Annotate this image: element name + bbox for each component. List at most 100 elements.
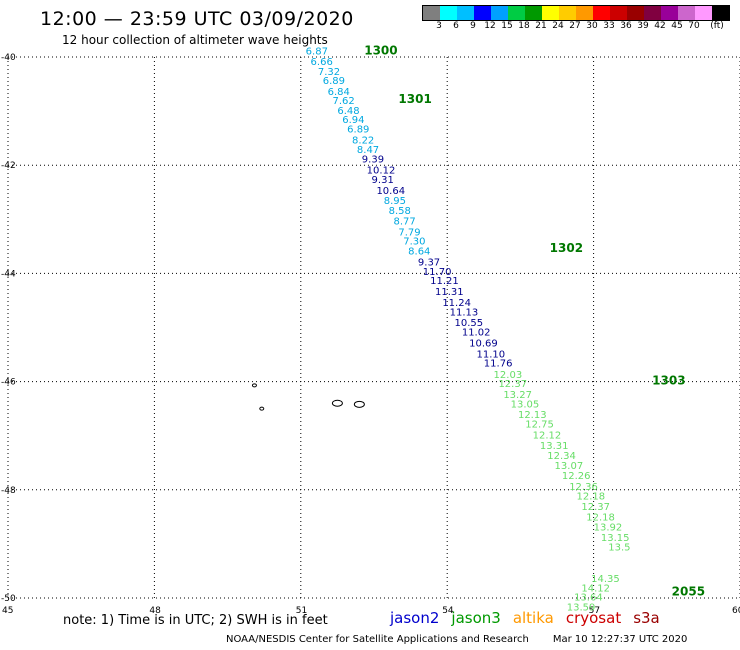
wave-height-value: 8.77	[394, 217, 416, 228]
colorbar-swatch	[661, 6, 678, 20]
wave-height-value: 8.22	[352, 136, 374, 147]
wave-height-value: 12.36	[569, 482, 598, 493]
wave-height-value: 6.89	[347, 125, 369, 136]
wave-height-value: 9.37	[418, 257, 440, 268]
wave-height-value: 13.5	[608, 542, 630, 553]
colorbar-label: 33	[603, 21, 615, 31]
wave-height-value: 6.84	[328, 87, 350, 98]
wave-height-value: 11.02	[462, 328, 491, 339]
colorbar-label: 42	[654, 21, 666, 31]
colorbar-swatch	[712, 6, 729, 20]
wave-height-value: 6.66	[311, 57, 333, 68]
wave-height-value: 10.12	[367, 165, 396, 176]
map-subtitle: 12 hour collection of altimeter wave hei…	[62, 33, 328, 47]
colorbar-label: 70	[688, 21, 700, 31]
wave-height-value: 6.48	[337, 106, 359, 117]
wave-height-value: 14.35	[591, 574, 620, 585]
colorbar-label: 21	[535, 21, 547, 31]
colorbar-label: 12	[484, 21, 496, 31]
satellite-legend: jason2 jason3 altika cryosat s3a	[390, 609, 672, 627]
wave-height-value: 12.18	[577, 492, 606, 503]
lon-tick-label: 45	[2, 606, 13, 616]
wave-height-value: 13.92	[594, 522, 623, 533]
wave-height-value: 7.30	[403, 237, 425, 248]
wave-height-value: 7.79	[398, 228, 420, 239]
legend-cryosat: cryosat	[565, 609, 622, 627]
lon-tick-label: 60	[732, 606, 740, 616]
colorbar-label: 45	[671, 21, 683, 31]
wave-height-value: 8.58	[389, 206, 411, 217]
colorbar-label: 27	[569, 21, 581, 31]
wave-height-value: 10.64	[376, 186, 405, 197]
wave-height-value: 12.37	[498, 379, 527, 390]
colorbar-swatch	[474, 6, 491, 20]
track-time-label: 1303	[652, 373, 685, 387]
colorbar	[422, 5, 730, 21]
islet-outline	[251, 383, 257, 388]
wave-height-value: 13.31	[540, 441, 569, 452]
wave-height-value: 8.47	[357, 145, 379, 156]
colorbar-swatch	[542, 6, 559, 20]
wave-height-value: 13.27	[503, 390, 532, 401]
islet-outline	[259, 406, 265, 411]
colorbar-label: 15	[501, 21, 513, 31]
track-time-label: 1301	[398, 92, 431, 106]
lon-tick-label: 51	[296, 606, 307, 616]
wave-height-value: 12.34	[547, 451, 576, 462]
wave-height-value: 11.24	[442, 298, 471, 309]
legend-jason3: jason3	[451, 609, 501, 627]
wave-height-value: 11.10	[476, 349, 505, 360]
lat-tick-label: -46	[1, 378, 16, 388]
colorbar-swatch	[457, 6, 474, 20]
colorbar-swatch	[644, 6, 661, 20]
lon-tick-label: 48	[149, 606, 161, 616]
timestamp: Mar 10 12:27:37 UTC 2020	[552, 634, 688, 645]
wave-height-value: 13.64	[574, 593, 603, 604]
wave-height-value: 13.05	[511, 400, 540, 411]
colorbar-swatch	[627, 6, 644, 20]
wave-height-value: 8.64	[408, 246, 430, 257]
colorbar-swatch	[491, 6, 508, 20]
wave-height-value: 11.13	[450, 308, 479, 319]
colorbar-label: 6	[453, 21, 459, 31]
footnote: note: 1) Time is in UTC; 2) SWH is in fe…	[63, 613, 328, 628]
wave-height-value: 11.31	[435, 287, 464, 298]
colorbar-label: 30	[586, 21, 598, 31]
wave-height-value: 12.18	[586, 513, 615, 524]
colorbar-label: 9	[470, 21, 476, 31]
colorbar-swatch	[440, 6, 457, 20]
colorbar-label: (ft)	[710, 21, 724, 31]
colorbar-swatch	[695, 6, 712, 20]
colorbar-label: 36	[620, 21, 632, 31]
track-time-label: 2055	[672, 584, 705, 598]
wave-height-value: 9.31	[372, 175, 394, 186]
wave-height-value: 6.94	[342, 115, 364, 126]
legend-altika: altika	[512, 609, 554, 627]
colorbar-label: 24	[552, 21, 564, 31]
wave-height-value: 12.26	[562, 471, 591, 482]
lat-tick-label: -40	[1, 53, 16, 63]
colorbar-swatch	[593, 6, 610, 20]
credit-text: NOAA/NESDIS Center for Satellite Applica…	[226, 634, 529, 645]
colorbar-swatch	[423, 6, 440, 20]
colorbar-swatch	[525, 6, 542, 20]
wave-height-value: 13.07	[555, 461, 584, 472]
wave-height-value: 9.39	[362, 154, 384, 165]
wave-height-value: 7.32	[318, 67, 340, 78]
wave-height-value: 8.95	[384, 196, 406, 207]
wave-height-value: 12.03	[494, 370, 523, 381]
island-outline	[353, 400, 365, 408]
wave-height-value: 6.89	[323, 76, 345, 87]
lon-tick-label: 54	[442, 606, 454, 616]
wave-height-value: 10.55	[455, 318, 484, 329]
colorbar-label: 18	[518, 21, 530, 31]
track-time-label: 1300	[364, 43, 397, 57]
lat-tick-label: -48	[1, 486, 16, 496]
wave-height-value: 14.12	[581, 584, 610, 595]
legend-jason2: jason2	[390, 609, 440, 627]
wave-height-value: 12.13	[518, 410, 547, 421]
track-time-label: 1302	[550, 241, 583, 255]
wave-height-value: 13.59	[567, 602, 596, 613]
wave-height-value: 11.70	[423, 267, 452, 278]
